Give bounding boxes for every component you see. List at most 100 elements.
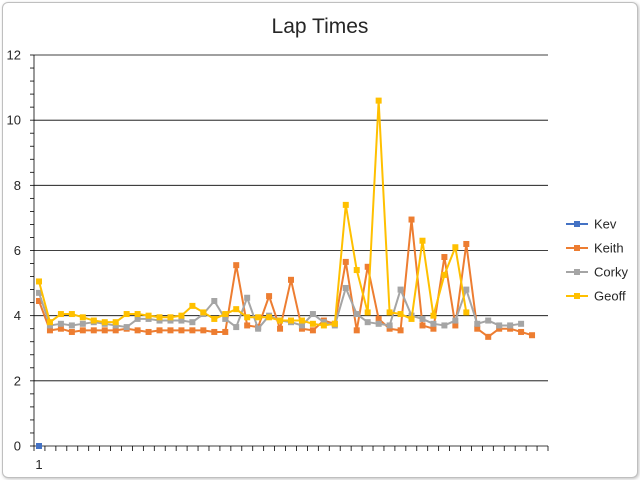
data-point-keith — [134, 327, 141, 334]
data-point-keith — [145, 328, 152, 335]
legend-item-kev: Kev — [566, 217, 617, 232]
data-point-corky — [496, 322, 503, 329]
data-point-corky — [145, 315, 152, 322]
data-point-keith — [266, 293, 273, 300]
data-point-keith — [200, 327, 207, 334]
y-tick-label: 8 — [14, 178, 21, 193]
data-point-keith — [474, 325, 481, 332]
data-point-keith — [79, 327, 86, 334]
data-point-geoff — [419, 237, 426, 244]
series-keith — [36, 216, 536, 340]
data-point-geoff — [156, 314, 163, 321]
data-point-keith — [441, 254, 448, 261]
data-point-corky — [474, 320, 481, 327]
data-point-keith — [101, 327, 108, 334]
data-point-keith — [244, 322, 251, 329]
data-point-keith — [507, 325, 514, 332]
data-point-geoff — [46, 319, 53, 326]
data-point-kev — [36, 443, 42, 449]
data-point-geoff — [277, 317, 284, 324]
legend-label-geoff: Geoff — [594, 289, 626, 304]
data-point-corky — [68, 322, 75, 329]
legend-marker-corky — [574, 269, 580, 275]
data-point-corky — [57, 320, 64, 327]
data-point-geoff — [441, 271, 448, 278]
data-point-corky — [189, 319, 196, 326]
data-point-geoff — [463, 309, 470, 316]
series-layer — [36, 97, 536, 449]
data-point-keith — [90, 327, 97, 334]
data-point-keith — [463, 240, 470, 247]
data-point-keith — [364, 263, 371, 270]
data-point-geoff — [386, 309, 393, 316]
data-point-geoff — [101, 319, 108, 326]
chart-title: Lap Times — [272, 15, 369, 38]
data-point-keith — [211, 328, 218, 335]
data-point-geoff — [233, 306, 240, 313]
data-point-geoff — [145, 312, 152, 319]
data-point-geoff — [112, 319, 119, 326]
data-point-keith — [342, 258, 349, 265]
data-point-corky — [233, 324, 240, 331]
data-point-keith — [386, 325, 393, 332]
legend-item-keith: Keith — [566, 241, 624, 256]
data-point-geoff — [397, 311, 404, 318]
legend-label-kev: Kev — [594, 217, 617, 232]
data-point-geoff — [309, 320, 316, 327]
legend-item-geoff: Geoff — [566, 289, 626, 304]
data-point-keith — [167, 327, 174, 334]
data-point-corky — [485, 317, 492, 324]
data-point-keith — [309, 327, 316, 334]
data-point-corky — [353, 311, 360, 318]
legend-label-corky: Corky — [594, 265, 628, 280]
data-point-geoff — [364, 309, 371, 316]
data-point-corky — [134, 315, 141, 322]
data-point-corky — [463, 286, 470, 293]
data-point-corky — [375, 320, 382, 327]
data-point-geoff — [200, 309, 207, 316]
data-point-corky — [46, 322, 53, 329]
legend-label-keith: Keith — [594, 241, 624, 256]
data-point-keith — [36, 298, 42, 305]
y-tick-label: 0 — [14, 439, 21, 454]
series-geoff — [36, 97, 470, 329]
data-point-corky — [419, 315, 426, 322]
data-point-geoff — [266, 314, 273, 321]
data-point-geoff — [68, 311, 75, 318]
data-point-corky — [244, 294, 251, 301]
data-point-corky — [320, 319, 327, 326]
legend-marker-geoff — [574, 293, 580, 299]
data-point-geoff — [79, 314, 86, 321]
data-point-keith — [298, 325, 305, 332]
data-point-keith — [57, 325, 64, 332]
series-line-keith — [38, 218, 533, 338]
y-tick-label: 2 — [14, 373, 21, 388]
gridlines — [34, 54, 548, 382]
data-point-corky — [441, 322, 448, 329]
data-point-corky — [298, 322, 305, 329]
data-point-geoff — [211, 315, 218, 322]
data-point-geoff — [123, 311, 130, 318]
data-point-keith — [485, 333, 492, 340]
data-point-keith — [233, 262, 240, 269]
legend-item-corky: Corky — [566, 265, 628, 280]
data-point-geoff — [408, 315, 415, 322]
data-point-corky — [167, 317, 174, 324]
data-point-geoff — [288, 317, 294, 324]
data-point-geoff — [452, 244, 459, 251]
data-point-geoff — [353, 267, 360, 274]
y-tick-label: 12 — [7, 48, 21, 63]
axes: 0 2 4 6 8 10 12 1 — [7, 48, 549, 472]
data-point-keith — [277, 325, 284, 332]
y-tick-label: 10 — [7, 113, 21, 128]
data-point-corky — [397, 286, 404, 293]
data-point-keith — [178, 327, 185, 334]
data-point-keith — [529, 332, 536, 339]
data-point-keith — [353, 327, 360, 334]
data-point-corky — [518, 320, 525, 327]
data-point-corky — [309, 311, 316, 318]
data-point-keith — [397, 327, 404, 334]
data-point-geoff — [430, 312, 437, 319]
